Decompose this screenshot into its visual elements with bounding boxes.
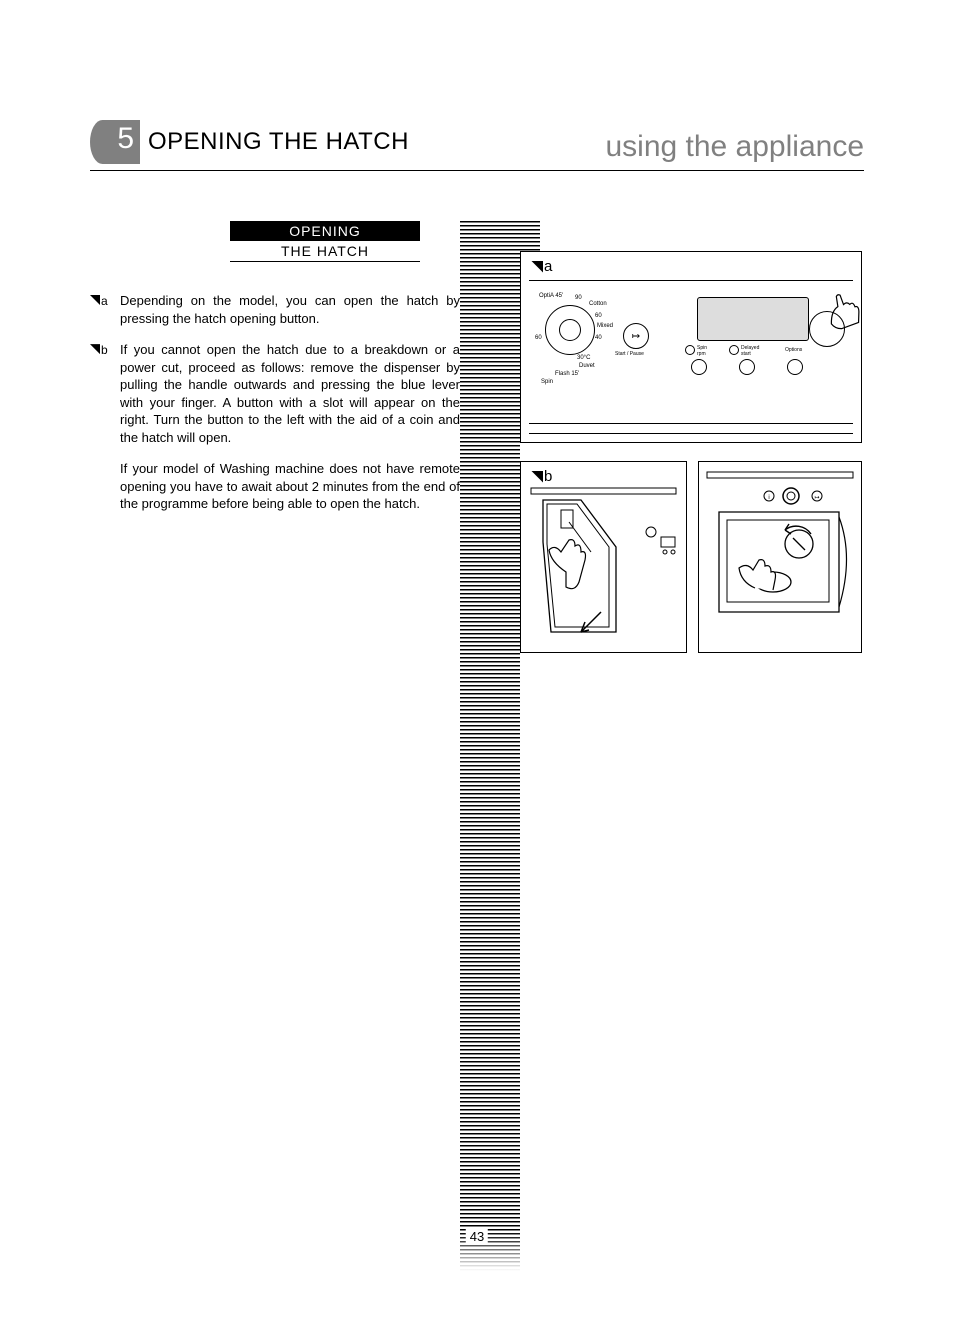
page-context: using the appliance bbox=[605, 130, 864, 164]
right-column: a OptiA 45' 90 Cotton 60 Mixed 40 60 30°… bbox=[460, 221, 864, 513]
instruction-item-a: a Depending on the model, you can open t… bbox=[90, 292, 460, 327]
page-number: 43 bbox=[466, 1229, 488, 1244]
drawer-pull-illustration bbox=[521, 462, 686, 652]
spin-symbol bbox=[685, 345, 695, 355]
marker-a: a bbox=[90, 292, 120, 327]
figure-b-left: b bbox=[520, 461, 687, 653]
svg-text:↦: ↦ bbox=[814, 495, 819, 501]
instruction-text-b: If you cannot open the hatch due to a br… bbox=[120, 341, 460, 446]
note-text: If your model of Washing machine does no… bbox=[120, 460, 460, 513]
instruction-text-a: Depending on the model, you can open the… bbox=[120, 292, 460, 327]
triangle-icon bbox=[90, 344, 100, 354]
delay-button bbox=[739, 359, 755, 375]
figure-a: a OptiA 45' 90 Cotton 60 Mixed 40 60 30°… bbox=[520, 251, 862, 443]
sub-heading: OPENING THE HATCH bbox=[230, 221, 420, 262]
figure-b-right: i ↦ bbox=[698, 461, 862, 653]
left-column: OPENING THE HATCH a Depending on the mod… bbox=[90, 221, 460, 513]
control-panel: OptiA 45' 90 Cotton 60 Mixed 40 60 30°C … bbox=[529, 280, 853, 434]
figure-label-a: a bbox=[531, 258, 552, 275]
instruction-list: a Depending on the model, you can open t… bbox=[90, 292, 460, 513]
delay-symbol bbox=[729, 345, 739, 355]
triangle-icon bbox=[90, 295, 100, 305]
left-header: 5 OPENING THE HATCH bbox=[90, 120, 409, 164]
start-pause-button: ↦ bbox=[623, 323, 649, 349]
display-screen bbox=[697, 297, 809, 341]
svg-text:i: i bbox=[768, 495, 769, 501]
panel-divider bbox=[529, 423, 853, 424]
instruction-item-b: b If you cannot open the hatch due to a … bbox=[90, 341, 460, 446]
spin-button bbox=[691, 359, 707, 375]
sub-heading-line2: THE HATCH bbox=[230, 241, 420, 262]
section-number: 5 bbox=[117, 122, 134, 156]
coin-slot-illustration: i ↦ bbox=[699, 462, 861, 652]
stripe-decoration bbox=[460, 221, 520, 1271]
marker-b: b bbox=[90, 341, 120, 446]
triangle-icon bbox=[531, 261, 543, 273]
content: OPENING THE HATCH a Depending on the mod… bbox=[90, 221, 864, 513]
section-title: OPENING THE HATCH bbox=[148, 128, 409, 156]
header-row: 5 OPENING THE HATCH using the appliance bbox=[90, 120, 864, 171]
section-tab: 5 bbox=[90, 120, 140, 164]
manual-page: 5 OPENING THE HATCH using the appliance … bbox=[0, 0, 954, 1339]
dial-knob bbox=[559, 319, 581, 341]
options-button bbox=[787, 359, 803, 375]
sub-heading-line1: OPENING bbox=[230, 221, 420, 241]
start-label: Start / Pause bbox=[615, 351, 644, 357]
program-dial: OptiA 45' 90 Cotton 60 Mixed 40 60 30°C … bbox=[539, 299, 599, 359]
